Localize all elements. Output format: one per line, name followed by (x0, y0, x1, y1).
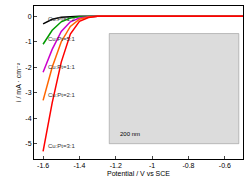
svg-text:Cu:Pt=2:1: Cu:Pt=2:1 (48, 92, 76, 98)
svg-text:i / mA · cm⁻²: i / mA · cm⁻² (15, 62, 22, 102)
svg-text:-1: -1 (149, 162, 155, 169)
svg-text:-1: -1 (25, 38, 31, 45)
svg-text:0: 0 (28, 13, 32, 20)
svg-text:-3: -3 (25, 89, 31, 96)
svg-text:-0.6: -0.6 (219, 162, 231, 169)
svg-text:-4: -4 (25, 115, 31, 122)
svg-text:200 nm: 200 nm (120, 131, 140, 137)
svg-text:Cu:Pt=5:1: Cu:Pt=5:1 (48, 36, 76, 42)
svg-text:Potential / V vs SCE: Potential / V vs SCE (107, 170, 170, 177)
svg-text:Cu:Pt=3:1: Cu:Pt=3:1 (48, 143, 76, 149)
svg-text:-1.6: -1.6 (37, 162, 49, 169)
svg-text:Cu:Pt=1:2: Cu:Pt=1:2 (48, 16, 76, 22)
svg-text:-2: -2 (25, 64, 31, 71)
svg-text:-0.8: -0.8 (182, 162, 194, 169)
svg-text:-1.2: -1.2 (110, 162, 122, 169)
svg-text:-1.4: -1.4 (73, 162, 85, 169)
svg-text:Cu:Pt=1:1: Cu:Pt=1:1 (48, 64, 76, 70)
svg-text:-5: -5 (25, 140, 31, 147)
